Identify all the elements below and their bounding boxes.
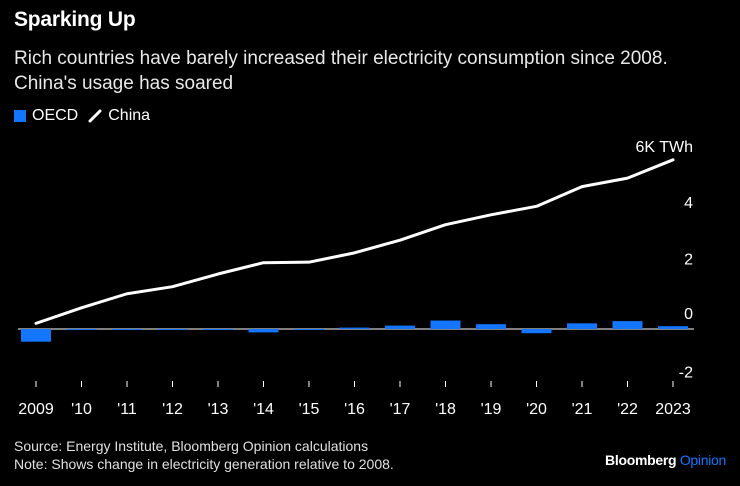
line-china — [34, 158, 675, 325]
y-tick-label-1: 4 — [684, 195, 693, 212]
x-tick-label-9: '18 — [435, 401, 456, 418]
bar-oecd-18 — [430, 320, 461, 329]
chart-subtitle: Rich countries have barely increased the… — [14, 48, 668, 94]
y-tick-label-4: -2 — [679, 364, 693, 381]
x-tick-label-2: '11 — [117, 401, 137, 418]
x-tick-label-11: '20 — [526, 401, 547, 418]
brand-logo: Bloomberg Opinion — [605, 452, 726, 468]
x-tick-label-10: '19 — [481, 401, 502, 418]
bar-oecd-2023 — [658, 326, 688, 329]
x-tick-label-14: 2023 — [655, 401, 691, 418]
bar-oecd-11 — [112, 329, 142, 330]
x-tick-label-13: '22 — [617, 401, 638, 418]
x-tick-label-1: '10 — [71, 401, 92, 418]
x-tick-label-12: '21 — [572, 401, 593, 418]
brand-name: Bloomberg — [605, 452, 677, 468]
bar-oecd-14 — [248, 329, 279, 333]
bar-oecd-19 — [476, 324, 506, 329]
x-tick-label-7: '16 — [344, 401, 365, 418]
footer: Source: Energy Institute, Bloomberg Opin… — [14, 437, 394, 473]
bar-oecd-22 — [612, 321, 643, 329]
legend-item-oecd: OECD — [14, 107, 78, 125]
x-tick-label-4: '13 — [208, 401, 229, 418]
bar-oecd-16 — [339, 327, 370, 329]
chart-title: Sparking Up — [14, 8, 136, 31]
bar-oecd-21 — [567, 323, 597, 329]
brand-suffix: Opinion — [679, 452, 726, 468]
bar-oecd-15 — [294, 329, 324, 330]
bar-oecd-13 — [203, 329, 233, 330]
legend-label-china: China — [108, 107, 151, 124]
legend-label-oecd: OECD — [32, 107, 79, 124]
chart-area: 6K TWh 4 2 0 -2 2009 '10 '11 '12 '13 '14 '15 '16 '17 '… — [18, 139, 694, 418]
legend-swatch-china — [88, 109, 102, 123]
x-tick-label-6: '15 — [299, 401, 320, 418]
legend-item-china: China — [88, 107, 150, 125]
bar-oecd-10 — [66, 329, 97, 330]
source-note: Source: Energy Institute, Bloomberg Opin… — [14, 438, 369, 454]
y-tick-label-2: 2 — [684, 252, 693, 269]
x-tick-label-8: '17 — [390, 401, 411, 418]
bar-oecd-20 — [521, 329, 552, 334]
legend: OECD China — [14, 107, 150, 125]
x-tick-label-3: '12 — [162, 401, 183, 418]
bar-oecd-17 — [385, 325, 415, 329]
x-tick-label-0: 2009 — [18, 401, 54, 418]
y-tick-label-0: 6K TWh — [636, 139, 694, 156]
bar-oecd-12 — [157, 329, 188, 330]
x-tick-label-5: '14 — [253, 401, 274, 418]
methodology-note: Note: Shows change in electricity genera… — [14, 456, 394, 472]
bar-oecd-2009 — [21, 329, 51, 342]
y-tick-label-3: 0 — [684, 306, 693, 323]
legend-swatch-oecd — [14, 110, 26, 122]
